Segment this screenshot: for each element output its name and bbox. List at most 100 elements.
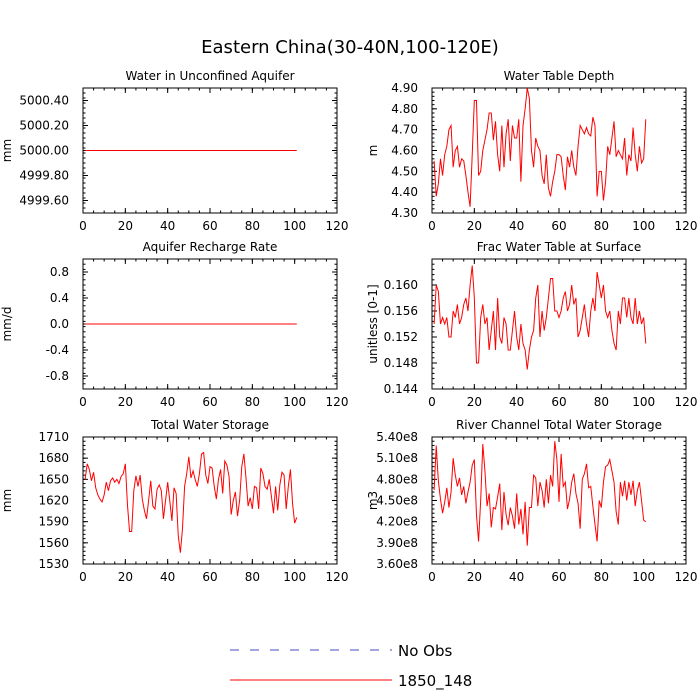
- x-tick-label: 100: [632, 395, 655, 409]
- y-tick-label: 4.20e8: [376, 515, 418, 529]
- x-tick-label: 60: [551, 570, 566, 584]
- panel-title: Frac Water Table at Surface: [477, 240, 641, 254]
- y-tick-label: 0.4: [50, 291, 69, 305]
- legend-label: No Obs: [398, 642, 452, 660]
- x-tick-label: 20: [118, 570, 133, 584]
- x-tick-label: 0: [428, 570, 436, 584]
- plot-frame: [82, 436, 338, 565]
- panel-6: River Channel Total Water Storage m3 0 20 40…: [366, 418, 697, 584]
- y-tick-label: 5.40e8: [376, 430, 418, 444]
- x-tick-label: 100: [632, 219, 655, 233]
- panel-5: Total Water Storage mm 0 20 40 60 80 100 120 1530…: [0, 418, 348, 584]
- x-tick-label: 40: [509, 219, 524, 233]
- y-tick-label: 4.80: [391, 102, 418, 116]
- x-tick-label: 20: [118, 395, 133, 409]
- x-tick-label: 80: [245, 570, 260, 584]
- x-tick-label: 0: [428, 395, 436, 409]
- y-tick-label: 4.50e8: [376, 494, 418, 508]
- y-tick-label: 5000.20: [19, 119, 69, 133]
- y-tick-label: 0.160: [384, 278, 418, 292]
- y-tick-label: 1590: [38, 515, 69, 529]
- panel-3: Aquifer Recharge Rate mm/d 0 20 40 60 80 100 120…: [0, 240, 348, 409]
- y-tick-label: 0.148: [384, 356, 418, 370]
- x-tick-label: 60: [202, 219, 217, 233]
- legend: No Obs 1850_148: [230, 642, 472, 691]
- x-tick-label: 20: [118, 219, 133, 233]
- x-tick-label: 40: [160, 570, 175, 584]
- figure-title: Eastern China(30-40N,100-120E): [201, 37, 499, 58]
- y-tick-label: 0.144: [384, 382, 418, 396]
- y-tick-label: 0.156: [384, 304, 418, 318]
- x-tick-label: 60: [551, 219, 566, 233]
- y-tick-label: 5000.00: [19, 144, 69, 158]
- x-tick-label: 120: [675, 570, 698, 584]
- panel-1: Water in Unconfined Aquifer mm 0 20 40 60 80 10…: [0, 69, 348, 233]
- x-tick-label: 0: [79, 570, 87, 584]
- x-tick-label: 60: [202, 570, 217, 584]
- x-tick-label: 100: [283, 395, 306, 409]
- y-tick-label: 1710: [38, 430, 69, 444]
- y-tick-label: 1560: [38, 536, 69, 550]
- plot-frame: [431, 258, 687, 390]
- panel-title: Total Water Storage: [150, 418, 269, 432]
- y-tick-label: 0.8: [50, 265, 69, 279]
- y-axis-label: m: [366, 145, 380, 157]
- y-tick-label: 4.60: [391, 144, 418, 158]
- x-tick-label: 120: [326, 395, 349, 409]
- y-axis-label: unitless [0-1]: [366, 284, 380, 363]
- series-line-1850_148: [84, 451, 298, 553]
- x-tick-label: 100: [632, 570, 655, 584]
- panel-title: Water in Unconfined Aquifer: [125, 69, 294, 83]
- y-tick-label: 1620: [38, 494, 69, 508]
- y-tick-label: 4.80e8: [376, 472, 418, 486]
- y-tick-label: 0.0: [50, 317, 69, 331]
- y-tick-label: 0.152: [384, 330, 418, 344]
- y-tick-label: 4999.80: [19, 169, 69, 183]
- x-tick-label: 80: [245, 395, 260, 409]
- x-tick-label: 20: [467, 570, 482, 584]
- panel-4: Frac Water Table at Surface unitless [0-1…: [366, 240, 697, 409]
- x-tick-label: 100: [283, 570, 306, 584]
- y-tick-label: 3.90e8: [376, 536, 418, 550]
- x-tick-label: 120: [675, 219, 698, 233]
- x-tick-label: 40: [509, 395, 524, 409]
- panel-title: Aquifer Recharge Rate: [143, 240, 278, 254]
- y-tick-label: 3.60e8: [376, 557, 418, 571]
- x-tick-label: 120: [326, 219, 349, 233]
- x-tick-label: 20: [467, 395, 482, 409]
- y-axis-label: m3: [366, 491, 380, 510]
- legend-label: 1850_148: [398, 672, 472, 691]
- panel-2: Water Table Depth m 0 20 40 60 80 100 120 4.30 4.4…: [366, 69, 697, 233]
- x-tick-label: 40: [509, 570, 524, 584]
- x-tick-label: 80: [594, 570, 609, 584]
- y-axis-label: mm/d: [0, 306, 14, 341]
- y-tick-label: -0.8: [46, 369, 69, 383]
- y-tick-label: 4.30: [391, 206, 418, 220]
- x-tick-label: 80: [245, 219, 260, 233]
- y-tick-label: 4.50: [391, 164, 418, 178]
- y-axis-label: mm: [0, 489, 14, 512]
- y-tick-label: 4999.60: [19, 194, 69, 208]
- y-tick-label: 4.70: [391, 123, 418, 137]
- x-tick-label: 0: [79, 219, 87, 233]
- x-tick-label: 120: [326, 570, 349, 584]
- series-line-1850_148: [433, 87, 647, 207]
- series-line-1850_148: [433, 441, 647, 546]
- y-tick-label: 4.40: [391, 185, 418, 199]
- x-tick-label: 0: [428, 219, 436, 233]
- y-tick-label: -0.4: [46, 343, 69, 357]
- panel-title: Water Table Depth: [504, 69, 615, 83]
- y-tick-label: 1530: [38, 557, 69, 571]
- x-tick-label: 20: [467, 219, 482, 233]
- x-tick-label: 100: [283, 219, 306, 233]
- x-tick-label: 60: [202, 395, 217, 409]
- panel-title: River Channel Total Water Storage: [456, 418, 662, 432]
- y-tick-label: 5000.40: [19, 94, 69, 108]
- x-tick-label: 120: [675, 395, 698, 409]
- x-tick-label: 80: [594, 395, 609, 409]
- x-tick-label: 40: [160, 395, 175, 409]
- x-tick-label: 0: [79, 395, 87, 409]
- y-tick-label: 1680: [38, 451, 69, 465]
- y-tick-label: 4.90: [391, 81, 418, 95]
